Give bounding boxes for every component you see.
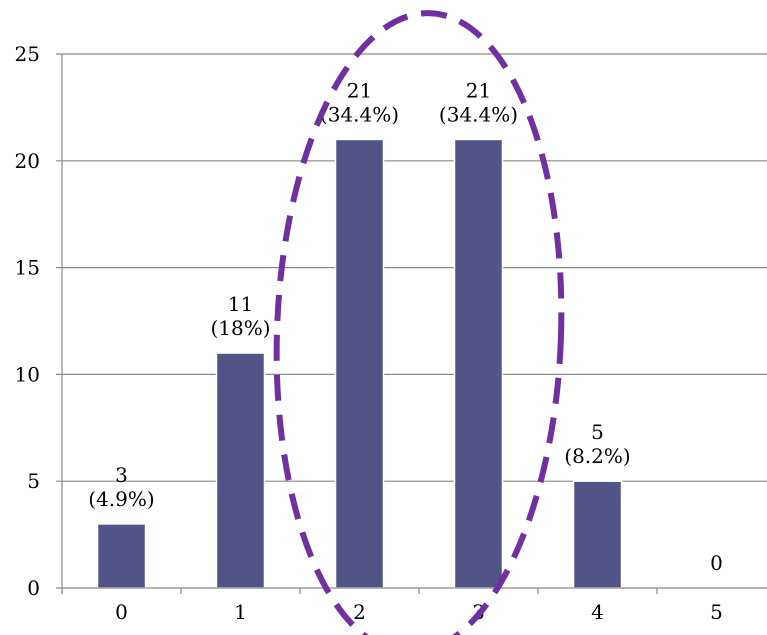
grid-lines <box>56 53 767 482</box>
x-tick-label: 1 <box>234 600 247 624</box>
bars <box>96 138 623 589</box>
data-label: 21 <box>347 78 372 102</box>
bar-4 <box>572 480 623 589</box>
highlight-ellipse <box>273 10 565 635</box>
annotations <box>273 10 565 635</box>
bar-2 <box>334 138 385 589</box>
data-label: 11 <box>228 292 253 316</box>
bar-1 <box>215 352 266 589</box>
y-tick-label: 10 <box>15 362 40 386</box>
x-tick-label: 2 <box>353 600 366 624</box>
x-tick-label: 0 <box>115 600 128 624</box>
data-label: 21 <box>466 78 491 102</box>
x-tick-label: 5 <box>710 600 723 624</box>
data-label: (34.4%) <box>439 102 518 126</box>
bar-3 <box>453 138 504 589</box>
y-tick-label: 20 <box>15 149 40 173</box>
x-tick-label: 4 <box>591 600 604 624</box>
data-label: 5 <box>591 420 604 444</box>
data-label: 0 <box>710 551 723 575</box>
data-label: (18%) <box>210 316 270 340</box>
y-tick-label: 0 <box>27 576 40 600</box>
axes <box>56 54 767 594</box>
data-label: (4.9%) <box>88 487 154 511</box>
y-axis-tick-labels: 0 5 10 15 20 25 <box>15 42 40 600</box>
bar-0 <box>96 523 147 589</box>
y-tick-label: 25 <box>15 42 40 66</box>
y-tick-label: 15 <box>15 256 40 280</box>
data-label: (34.4%) <box>320 102 399 126</box>
data-label: (8.2%) <box>564 444 630 468</box>
y-tick-label: 5 <box>27 469 40 493</box>
data-labels: 3(4.9%)11(18%)21(34.4%)21(34.4%)5(8.2%)0 <box>88 78 723 575</box>
data-label: 3 <box>115 463 128 487</box>
